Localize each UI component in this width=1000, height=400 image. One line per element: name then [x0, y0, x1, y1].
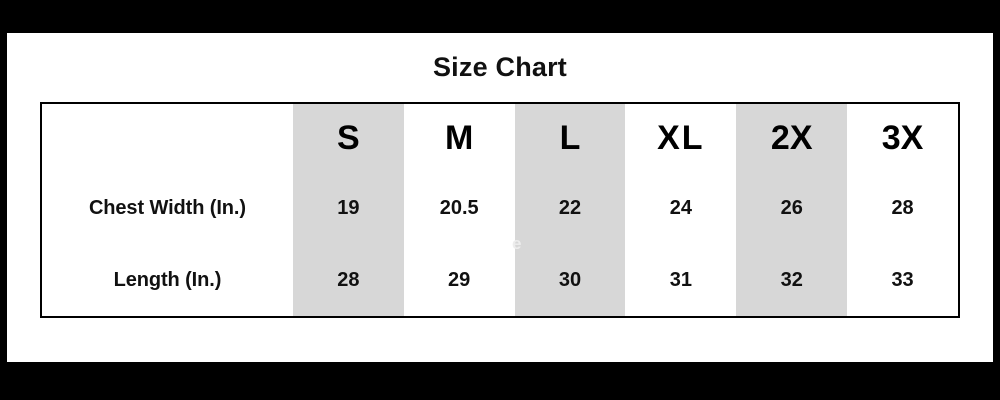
row-label-length: Length (In.) [42, 244, 293, 316]
cell-chest-width-xl: 24 [625, 172, 737, 244]
size-chart-card: Size Chart S M L XL 2X 3X [7, 33, 993, 362]
column-header-2x: 2X [736, 104, 848, 172]
table-corner-cell [42, 104, 293, 172]
cell-length-m: 29 [403, 244, 515, 316]
size-chart-table: S M L XL 2X 3X Chest Width (In.) 19 20.5… [42, 104, 958, 316]
row-label-chest-width: Chest Width (In.) [42, 172, 293, 244]
table-row: Length (In.) 28 29 30 31 32 33 [42, 244, 958, 316]
table-row: Chest Width (In.) 19 20.5 22 24 26 28 [42, 172, 958, 244]
cell-length-xl: 31 [625, 244, 737, 316]
table-header-row: S M L XL 2X 3X [42, 104, 958, 172]
column-header-xl: XL [625, 104, 737, 172]
cell-length-l: 30 [514, 244, 626, 316]
cell-length-3x: 33 [847, 244, 958, 316]
cell-length-s: 28 [292, 244, 404, 316]
cell-chest-width-2x: 26 [736, 172, 848, 244]
cell-chest-width-m: 20.5 [403, 172, 515, 244]
cell-chest-width-s: 19 [292, 172, 404, 244]
column-header-3x: 3X [847, 104, 958, 172]
cell-length-2x: 32 [736, 244, 848, 316]
page-title: Size Chart [432, 52, 568, 82]
column-header-l: L [514, 104, 626, 172]
cell-chest-width-l: 22 [514, 172, 626, 244]
column-header-s: S [292, 104, 404, 172]
size-chart-table-container: S M L XL 2X 3X Chest Width (In.) 19 20.5… [40, 102, 960, 318]
column-header-m: M [403, 104, 515, 172]
cell-chest-width-3x: 28 [847, 172, 958, 244]
